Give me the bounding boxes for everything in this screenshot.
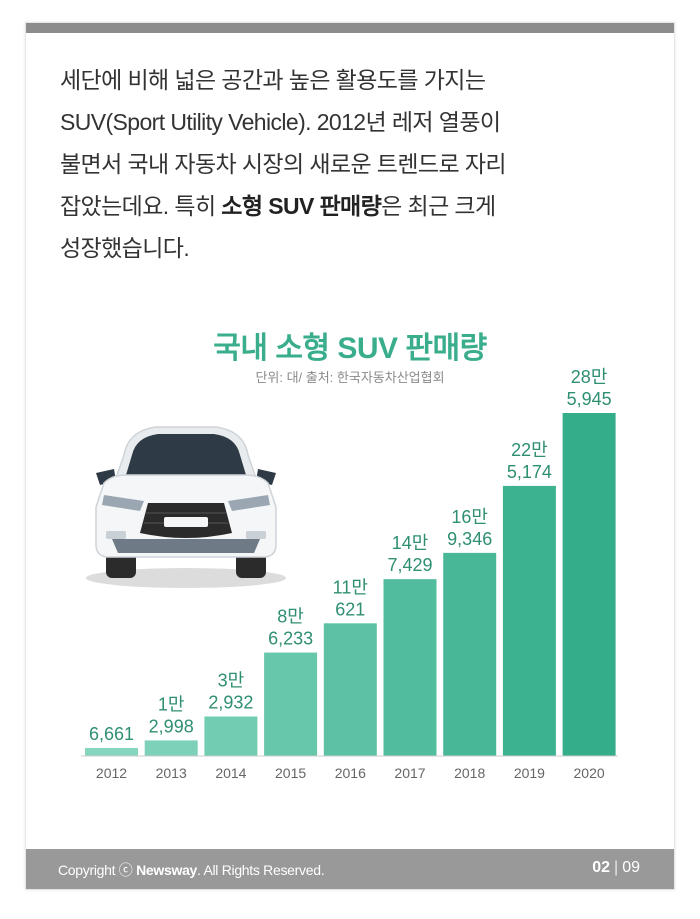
intro-line-5: 성장했습니다. <box>60 235 190 261</box>
copyright-pre: Copyright ⓒ <box>58 862 137 878</box>
intro-line-4-pre: 잡았는데요. 특히 <box>60 193 222 219</box>
intro-highlight: 소형 SUV 판매량 <box>221 193 382 219</box>
bar-2014 <box>204 716 258 756</box>
value-label-2014-1: 2,932 <box>208 692 253 712</box>
suv-car-front-icon <box>86 426 286 588</box>
value-label-2018-1: 9,346 <box>447 529 492 549</box>
value-label-2019-1: 5,174 <box>507 462 552 482</box>
bar-2012 <box>85 748 138 756</box>
x-tick-2017: 2017 <box>394 765 425 781</box>
chart-title: 국내 소형 SUV 판매량 <box>213 332 487 365</box>
footer-copyright: Copyright ⓒ Newsway. All Rights Reserved… <box>58 860 325 880</box>
bar-2013 <box>144 740 198 756</box>
top-bar <box>26 23 674 33</box>
x-tick-2020: 2020 <box>574 765 605 781</box>
value-label-2020-0: 28만 <box>571 367 608 387</box>
page-indicator: 02 | 09 <box>592 859 640 877</box>
value-label-2018-0: 16만 <box>451 507 488 527</box>
x-tick-2013: 2013 <box>156 765 187 781</box>
bar-2020 <box>562 413 616 756</box>
value-label-2016-0: 11만 <box>333 577 368 597</box>
bar-2016 <box>323 623 377 756</box>
page-separator: | <box>614 859 619 876</box>
x-tick-2016: 2016 <box>335 765 366 781</box>
copyright-post: . All Rights Reserved. <box>197 862 325 878</box>
x-axis-labels: 2012 2013 2014 2015 2016 2017 2018 2019 2020 <box>96 765 605 781</box>
intro-line-4: 잡았는데요. 특히 소형 SUV 판매량은 최근 크게 <box>60 185 650 227</box>
bar-2019 <box>502 485 556 756</box>
value-label-2014-0: 3만 <box>218 670 245 690</box>
value-label-2015-1: 6,233 <box>268 629 313 649</box>
card: 세단에 비해 넓은 공간과 높은 활용도를 가지는 SUV(Sport Util… <box>25 22 675 890</box>
value-label-2013-0: 1만 <box>158 694 185 714</box>
value-label-2017-0: 14만 <box>392 533 429 553</box>
bar-2018 <box>443 552 497 756</box>
x-tick-2012: 2012 <box>96 765 127 781</box>
value-label-2012-0: 6,661 <box>89 724 134 744</box>
x-tick-2018: 2018 <box>454 765 485 781</box>
bar-2015 <box>264 652 318 756</box>
x-tick-2014: 2014 <box>215 765 246 781</box>
value-label-2015-0: 8만 <box>277 607 304 627</box>
footer: Copyright ⓒ Newsway. All Rights Reserved… <box>26 849 674 889</box>
value-label-2013-1: 2,998 <box>149 716 194 736</box>
value-label-2020-1: 5,945 <box>567 389 612 409</box>
x-tick-2015: 2015 <box>275 765 306 781</box>
page-total: 09 <box>622 859 640 876</box>
intro-text: 세단에 비해 넓은 공간과 높은 활용도를 가지는 SUV(Sport Util… <box>60 59 650 269</box>
chart-source: 단위: 대/ 출처: 한국자동차산업협회 <box>255 370 445 385</box>
value-label-2019-0: 22만 <box>511 440 548 460</box>
intro-line-4-post: 은 최근 크게 <box>381 193 496 219</box>
value-label-2016-1: 621 <box>335 599 365 619</box>
page-current: 02 <box>592 859 611 876</box>
intro-line-3: 불면서 국내 자동차 시장의 새로운 트렌드로 자리 <box>60 151 507 177</box>
value-label-2017-1: 7,429 <box>387 555 432 575</box>
intro-line-2: SUV(Sport Utility Vehicle). 2012년 레저 열풍이 <box>60 109 501 135</box>
bars-group <box>85 413 616 756</box>
bar-2017 <box>383 579 437 756</box>
intro-line-1: 세단에 비해 넓은 공간과 높은 활용도를 가지는 <box>60 67 486 93</box>
x-tick-2019: 2019 <box>514 765 545 781</box>
brand-name: Newsway <box>136 862 198 878</box>
